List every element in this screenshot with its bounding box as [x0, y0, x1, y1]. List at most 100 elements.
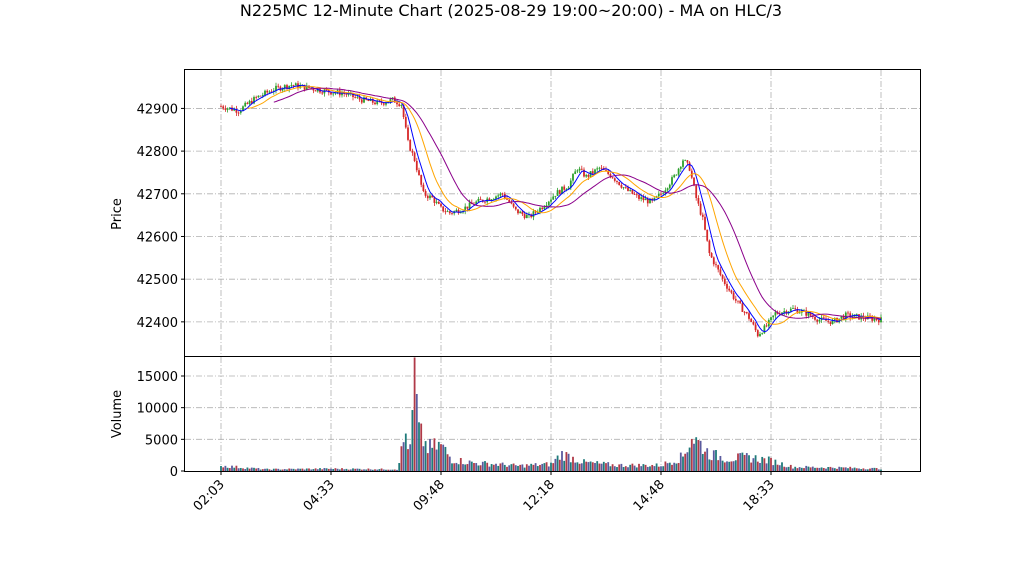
candle-body: [360, 99, 363, 103]
candle-body: [631, 189, 634, 194]
price-tick-label: 42400: [137, 316, 178, 331]
volume-bar: [613, 466, 616, 471]
volume-bar: [616, 467, 618, 471]
volume-bar: [435, 449, 438, 471]
volume-bar: [840, 467, 843, 471]
chart-title: N225MC 12-Minute Chart (2025-08-29 19:00…: [240, 1, 782, 20]
volume-bar: [710, 460, 713, 471]
candle-body: [547, 201, 550, 206]
volume-bar: [869, 468, 871, 471]
volume-bar: [338, 469, 341, 471]
candle-body: [389, 99, 392, 103]
time-x-axis: 02:03 04:33 09:48 12:18 14:48 18:33: [191, 471, 882, 514]
candle-body: [512, 203, 515, 207]
candle-body: [316, 88, 319, 92]
candle-body: [396, 102, 398, 105]
candle-body: [290, 85, 293, 87]
candle-body: [695, 185, 698, 199]
volume-bar: [567, 453, 570, 471]
candle-body: [818, 319, 821, 322]
volume-bar: [831, 467, 834, 471]
candle-body: [552, 196, 555, 200]
candle-body: [312, 88, 315, 91]
candle-body: [574, 171, 577, 175]
volume-bar: [512, 463, 515, 471]
volume-bar: [759, 462, 761, 471]
volume-bar: [497, 465, 500, 471]
candle-body: [270, 91, 273, 93]
volume-bar: [466, 464, 469, 471]
volume-bar: [642, 464, 645, 471]
volume-bar: [415, 393, 418, 471]
volume-bar: [464, 464, 467, 471]
volume-bar: [767, 456, 770, 471]
candle-body: [759, 333, 761, 337]
candle-body: [831, 320, 834, 325]
volume-bar: [587, 462, 590, 471]
volume-bar: [235, 465, 238, 471]
candle-body: [561, 186, 563, 194]
volume-bar: [792, 468, 794, 471]
volume-bar: [277, 468, 280, 471]
volume-bar: [743, 454, 746, 471]
volume-bar: [772, 465, 775, 471]
volume-bar: [761, 456, 764, 471]
volume-bar: [776, 464, 779, 471]
candle-body: [363, 97, 365, 103]
volume-bar: [668, 462, 671, 471]
price-y-axis: 42400 42500 42600 42700 42800 42900: [137, 102, 185, 331]
volume-bar: [708, 459, 711, 471]
volume-bar: [308, 468, 310, 471]
candle-body: [858, 314, 860, 320]
candle-body: [475, 201, 478, 205]
candle-body: [646, 198, 649, 204]
candle-body: [266, 90, 269, 93]
volume-bar: [794, 466, 797, 471]
volume-bar: [554, 458, 557, 471]
candle-body: [455, 209, 458, 212]
volume-bar: [508, 465, 511, 471]
candle-body: [554, 195, 557, 197]
candle-body: [640, 197, 643, 199]
volume-bar: [506, 466, 508, 471]
candle-body: [668, 184, 671, 189]
volume-bar: [860, 469, 863, 471]
candle-body: [237, 112, 240, 114]
volume-bar: [699, 440, 702, 471]
candle-body: [880, 317, 882, 323]
volume-bar: [660, 466, 662, 471]
candle-body: [580, 168, 583, 170]
candle-body: [756, 330, 759, 337]
volume-bar: [231, 465, 233, 471]
volume-bar: [220, 466, 222, 471]
volume-bar: [706, 448, 709, 471]
volume-bar: [224, 465, 227, 471]
volume-bar: [785, 467, 788, 471]
volume-bar: [468, 460, 471, 471]
volume-bar: [239, 467, 242, 471]
volume-bar: [651, 464, 654, 471]
candle-body: [671, 177, 673, 185]
volume-bar: [442, 444, 445, 471]
volume-bar: [638, 463, 640, 471]
volume-bar: [261, 469, 264, 471]
volume-bar: [325, 468, 328, 471]
candle-body: [543, 206, 546, 210]
volume-bar: [332, 468, 335, 471]
volume-bar: [246, 467, 249, 471]
candle-body: [250, 100, 253, 104]
volume-bar: [378, 469, 381, 471]
volume-bar: [376, 469, 379, 471]
volume-bar: [690, 438, 693, 471]
candle-body: [572, 174, 574, 181]
volume-bar: [396, 469, 398, 471]
volume-bar: [448, 456, 451, 471]
candle-body: [558, 190, 561, 194]
candle-body: [420, 174, 423, 185]
volume-bar: [371, 469, 374, 471]
candle-body: [754, 324, 757, 331]
volume-bar: [327, 468, 330, 471]
candle-body: [264, 90, 266, 96]
candle-body: [679, 166, 682, 169]
candle-body: [418, 170, 420, 175]
